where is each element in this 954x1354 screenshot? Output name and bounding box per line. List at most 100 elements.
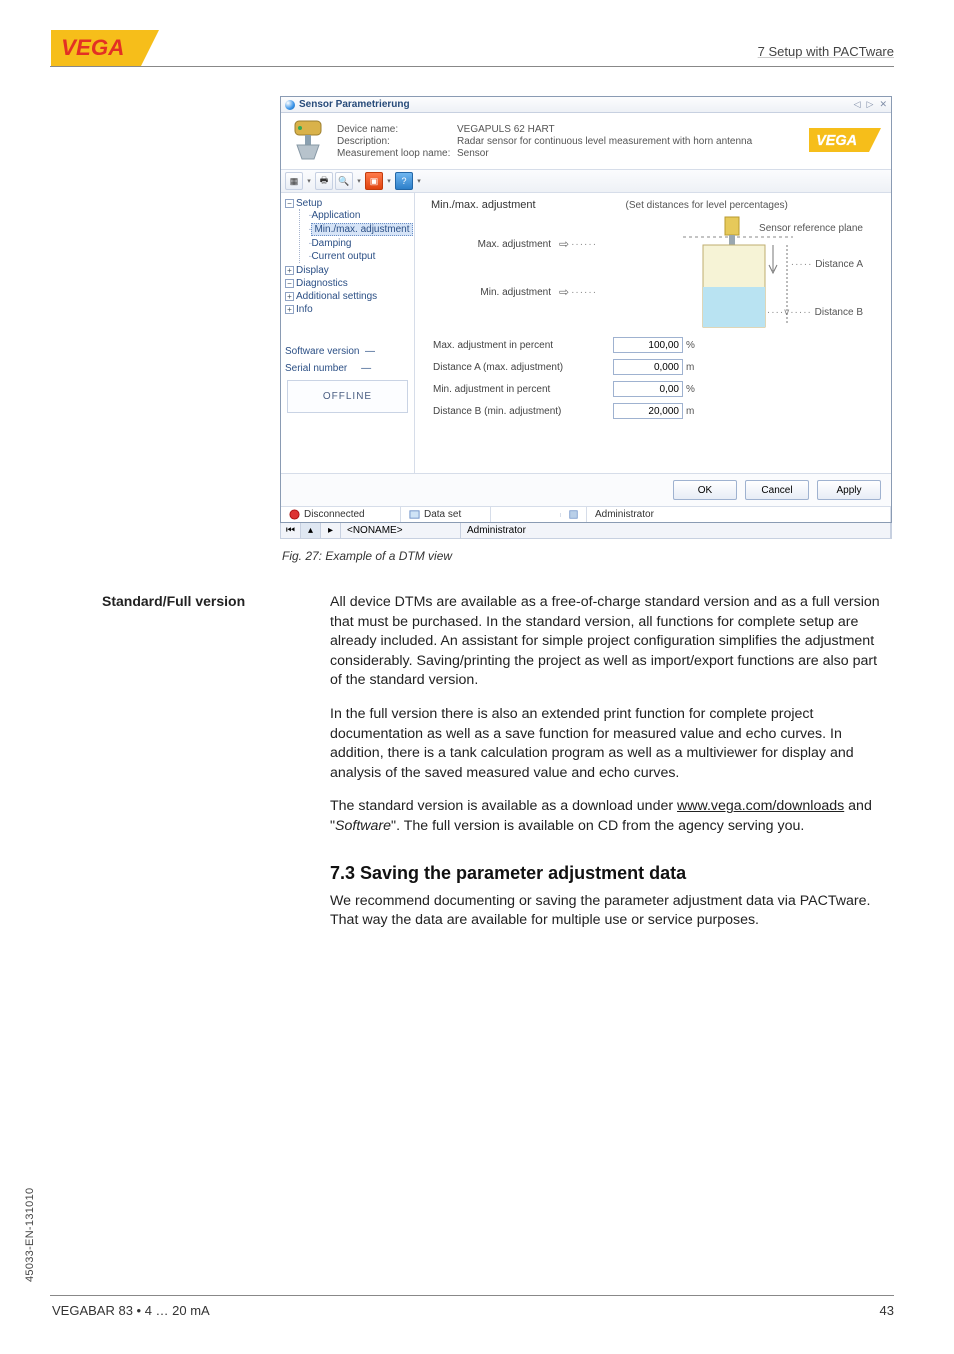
figure-caption: Fig. 27: Example of a DTM view xyxy=(282,549,894,563)
max-pct-label: Max. adjustment in percent xyxy=(433,340,613,351)
device-name-label: Device name: xyxy=(337,124,457,135)
grid-icon: ▦ xyxy=(290,176,299,187)
loop-name-value: Sensor xyxy=(457,148,752,159)
print-icon: 🖶 xyxy=(320,173,329,189)
tree-display[interactable]: Display xyxy=(296,265,329,276)
vega-logo-top: VEGA xyxy=(50,30,160,71)
page-number: 43 xyxy=(880,1303,894,1318)
min-pct-input[interactable] xyxy=(613,381,683,397)
toolbar-btn-2[interactable]: 🖶 xyxy=(315,172,333,190)
tree-application[interactable]: Application xyxy=(311,210,360,221)
tree-damping[interactable]: Damping xyxy=(311,238,351,249)
nav-tree: −Setup Application Min./max. adjustment … xyxy=(281,193,415,473)
status-bar-1: Disconnected Data set Administrator xyxy=(281,506,891,522)
min-pct-unit: % xyxy=(683,384,701,395)
status-admin2: Administrator xyxy=(467,525,526,536)
save-icon xyxy=(569,509,578,520)
heading-7-3: 7.3 Saving the parameter adjustment data xyxy=(330,863,894,884)
footer-product: VEGABAR 83 • 4 … 20 mA xyxy=(52,1303,210,1318)
nav-next-icon[interactable]: ▸ xyxy=(328,525,333,536)
download-link[interactable]: www.vega.com/downloads xyxy=(677,798,844,814)
nav-first-icon[interactable]: ⏮ xyxy=(286,525,295,536)
header-section-title: 7 Setup with PACTware xyxy=(758,44,894,59)
dist-a-label: Distance A (max. adjustment) xyxy=(433,362,613,373)
tree-toggle-add[interactable]: + xyxy=(285,292,294,301)
dots-icon: ······ xyxy=(571,287,597,298)
help-icon: ? xyxy=(401,176,406,186)
nav-left-icon[interactable]: ◁ xyxy=(854,99,861,110)
close-icon[interactable]: ✕ xyxy=(879,99,887,110)
tree-minmax[interactable]: Min./max. adjustment xyxy=(311,223,412,236)
p3-text-c: ". The full version is available on CD f… xyxy=(391,818,804,834)
tree-diagnostics[interactable]: Diagnostics xyxy=(296,278,348,289)
tree-toggle-diag[interactable]: − xyxy=(285,279,294,288)
distance-b-label: Distance B xyxy=(815,307,863,318)
dist-a-input[interactable] xyxy=(613,359,683,375)
p3-italic: Software xyxy=(335,818,391,834)
tree-info[interactable]: Info xyxy=(296,304,313,315)
disconnected-icon xyxy=(289,509,300,520)
nav-right-icon[interactable]: ▷ xyxy=(867,99,874,110)
dataset-icon xyxy=(409,509,420,520)
doc-id-vertical: 45033-EN-131010 xyxy=(24,1188,36,1282)
status-dataset: Data set xyxy=(424,509,461,520)
apply-button[interactable]: Apply xyxy=(817,480,881,500)
serial-value: — xyxy=(361,363,371,374)
record-icon: ▣ xyxy=(370,176,379,187)
tree-toggle-display[interactable]: + xyxy=(285,266,294,275)
header-rule xyxy=(50,66,894,67)
zoom-icon: 🔍 xyxy=(338,176,349,187)
description-label: Description: xyxy=(337,136,457,147)
offline-indicator: OFFLINE xyxy=(287,380,408,413)
tank-diagram: Sensor reference plane ····· Distance A … xyxy=(663,211,863,341)
dist-b-input[interactable] xyxy=(613,403,683,419)
toolbar-btn-5[interactable]: ? xyxy=(395,172,413,190)
device-icon xyxy=(291,119,325,163)
dtm-footer: OK Cancel Apply xyxy=(281,473,891,506)
dist-a-unit: m xyxy=(683,362,701,373)
paragraph-4: We recommend documenting or saving the p… xyxy=(330,892,888,931)
dtm-main-panel: Min./max. adjustment (Set distances for … xyxy=(415,193,891,473)
main-subtitle: (Set distances for level percentages) xyxy=(626,200,788,211)
sensor-icon xyxy=(285,100,295,110)
dtm-titlebar: Sensor Parametrierung ◁ ▷ ✕ xyxy=(281,97,891,113)
dist-b-label: Distance B (min. adjustment) xyxy=(433,406,613,417)
dtm-toolbar: ▦▾ 🖶 🔍▾ ▣▾ ?▾ xyxy=(281,170,891,193)
paragraph-3: The standard version is available as a d… xyxy=(330,797,888,836)
max-adjust-label: Max. adjustment xyxy=(431,239,551,250)
toolbar-btn-3[interactable]: 🔍 xyxy=(335,172,353,190)
tree-setup[interactable]: Setup xyxy=(296,198,322,209)
min-pct-label: Min. adjustment in percent xyxy=(433,384,613,395)
dtm-header: Device name: VEGAPULS 62 HART Descriptio… xyxy=(281,113,891,170)
vega-logo-header: VEGA xyxy=(809,128,881,155)
dist-b-unit: m xyxy=(683,406,701,417)
svg-text:VEGA: VEGA xyxy=(816,132,857,148)
device-name-value: VEGAPULS 62 HART xyxy=(457,124,752,135)
sw-version-value: — xyxy=(365,346,375,357)
cancel-button[interactable]: Cancel xyxy=(745,480,809,500)
min-adjust-label: Min. adjustment xyxy=(431,287,551,298)
main-title: Min./max. adjustment xyxy=(431,199,536,211)
arrow-right-icon: ⇨ xyxy=(559,237,569,251)
tree-current[interactable]: Current output xyxy=(311,251,375,262)
sidebar-label: Standard/Full version xyxy=(102,593,245,609)
description-value: Radar sensor for continuous level measur… xyxy=(457,136,752,147)
paragraph-2: In the full version there is also an ext… xyxy=(330,705,888,783)
ok-button[interactable]: OK xyxy=(673,480,737,500)
status-noname: <NONAME> xyxy=(347,525,403,536)
max-pct-unit: % xyxy=(683,340,701,351)
toolbar-btn-1[interactable]: ▦ xyxy=(285,172,303,190)
paragraph-1: All device DTMs are available as a free-… xyxy=(330,593,888,691)
status-bar-2: ⏮ ▴ ▸ <NONAME> Administrator xyxy=(280,523,892,539)
dots-icon: ······ xyxy=(571,239,597,250)
footer-rule xyxy=(50,1295,894,1296)
nav-up-icon[interactable]: ▴ xyxy=(308,525,313,536)
loop-name-label: Measurement loop name: xyxy=(337,148,457,159)
toolbar-btn-4[interactable]: ▣ xyxy=(365,172,383,190)
sw-version-label: Software version xyxy=(285,346,359,357)
tree-toggle-setup[interactable]: − xyxy=(285,199,294,208)
tree-additional[interactable]: Additional settings xyxy=(296,291,377,302)
arrow-right-icon: ⇨ xyxy=(559,285,569,299)
tree-toggle-info[interactable]: + xyxy=(285,305,294,314)
p3-text-a: The standard version is available as a d… xyxy=(330,798,677,814)
